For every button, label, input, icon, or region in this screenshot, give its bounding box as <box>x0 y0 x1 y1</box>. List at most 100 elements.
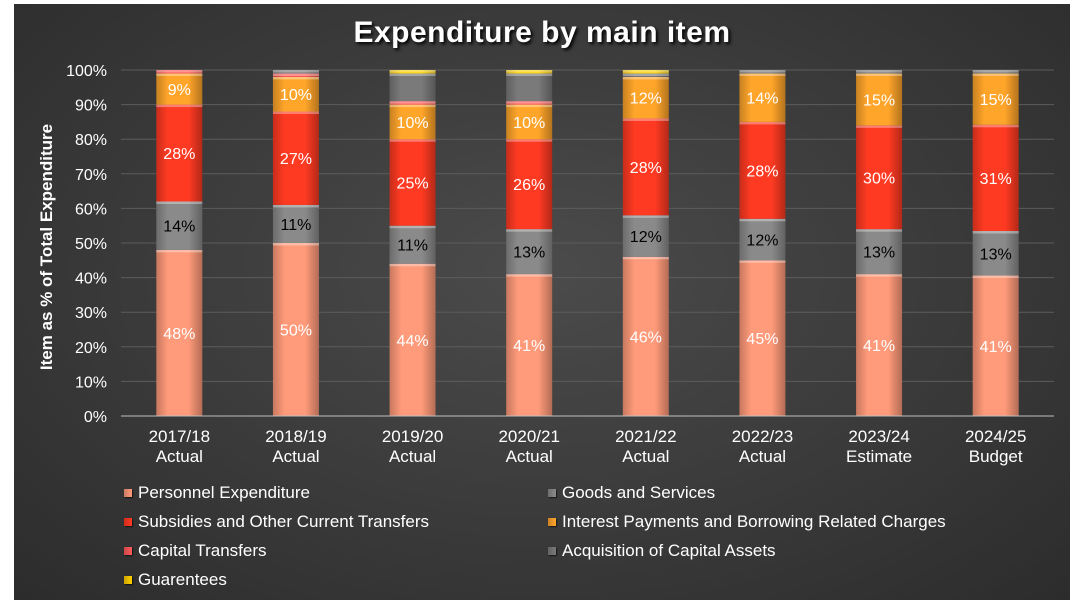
data-label: 12% <box>630 91 662 108</box>
y-tick-label: 20% <box>75 340 107 357</box>
x-tick-label: 2024/25 Budget <box>965 427 1026 466</box>
chart-title: Expenditure by main item <box>353 16 731 49</box>
stacked-bar-chart: 0% 10% 20% 30% 40% 50% 60% 70% 80% 90% 100% 48% 14%… <box>37 63 1054 466</box>
bar-bevel <box>856 125 903 128</box>
bar-segment <box>856 70 903 74</box>
data-label: 14% <box>163 219 195 236</box>
legend-swatch <box>548 518 556 526</box>
legend-item: Personnel Expenditure <box>124 482 310 504</box>
bar-segment <box>972 231 1019 276</box>
data-label: 12% <box>630 229 662 246</box>
bar-bevel <box>156 70 203 73</box>
bar-segment <box>156 70 203 74</box>
data-label: 14% <box>746 91 778 108</box>
bar-bevel <box>972 70 1019 73</box>
bar-segment <box>506 139 553 230</box>
legend-swatch <box>548 489 556 497</box>
bar-bevel <box>972 231 1019 234</box>
bar-segment <box>972 73 1019 125</box>
bar-bevel <box>739 260 786 263</box>
bar-segment <box>272 70 319 74</box>
data-labels: 48% 14% 28% 9% 50% 11% 27% 10% 44% 11% 25% 10% 41% 13… <box>163 82 1011 356</box>
data-label: 15% <box>863 92 895 109</box>
y-tick-label: 10% <box>75 374 107 391</box>
gridlines <box>121 69 1054 417</box>
bar-bevel <box>856 73 903 76</box>
data-label: 9% <box>168 82 191 99</box>
bar-bevel <box>389 101 436 104</box>
bar-segment <box>272 73 319 77</box>
bar-segment <box>156 249 203 416</box>
bar-segment <box>389 104 436 140</box>
data-label: 27% <box>280 151 312 168</box>
bar-bevel <box>622 70 669 73</box>
data-label: 10% <box>513 115 545 132</box>
data-label: 41% <box>980 339 1012 356</box>
data-label: 41% <box>863 338 895 355</box>
bar-bevel <box>739 73 786 76</box>
data-label: 11% <box>281 217 312 234</box>
bar-segment <box>739 73 786 122</box>
bar-bevel <box>272 73 319 76</box>
bar-bevel <box>506 101 553 104</box>
bar-segment <box>389 225 436 264</box>
bar-segment <box>156 104 203 202</box>
bar-bevel <box>389 104 436 108</box>
bar-bevel <box>156 201 203 204</box>
data-label: 28% <box>630 160 662 177</box>
bar-segment <box>272 76 319 112</box>
bar-bevel <box>389 73 436 76</box>
y-tick-label: 100% <box>66 63 107 80</box>
legend-label: Interest Payments and Borrowing Related … <box>562 512 946 531</box>
x-tick-label: 2018/19 Actual <box>265 427 326 466</box>
bar-segment <box>506 274 553 416</box>
legend-item: Guarentees <box>124 569 227 591</box>
chart-panel: Expenditure by main item 0% 10% 20% 30% 40% 5… <box>14 4 1070 600</box>
bar-bevel <box>506 274 553 277</box>
bar-segment <box>856 229 903 275</box>
bar-bevel <box>622 215 669 218</box>
legend-label: Goods and Services <box>562 483 716 502</box>
bar-segment <box>506 73 553 102</box>
bar-segment <box>389 263 436 416</box>
bar-segment <box>506 101 553 105</box>
legend-label: Personnel Expenditure <box>138 483 311 502</box>
x-tick-label: 2021/22 Actual <box>615 427 676 466</box>
bar-bevel <box>972 275 1019 279</box>
bar-segment <box>622 215 669 257</box>
legend-swatch <box>548 547 556 555</box>
bar-segment <box>622 256 669 416</box>
legend-label: Acquisition of Capital Assets <box>562 541 776 560</box>
bar-segment <box>622 73 669 77</box>
y-tick-label: 60% <box>75 201 107 218</box>
legend-item: Subsidies and Other Current Transfers <box>124 511 429 533</box>
bar-bevel <box>622 118 669 121</box>
x-tick-label: 2020/21 Actual <box>498 427 559 466</box>
legend-label: Subsidies and Other Current Transfers <box>138 512 430 531</box>
bar-bevel <box>739 70 786 73</box>
bar-bevel <box>156 249 203 253</box>
bar-bevel <box>389 70 436 73</box>
bar-bevel <box>622 73 669 76</box>
x-tick-label: 2017/18 Actual <box>149 427 210 466</box>
legend-item: Acquisition of Capital Assets <box>548 540 776 562</box>
data-label: 48% <box>163 326 195 343</box>
y-tick-label: 40% <box>75 271 107 288</box>
data-label: 26% <box>513 177 545 194</box>
bar-bevel <box>856 274 903 277</box>
data-label: 13% <box>863 245 895 262</box>
x-tick-label: 2023/24 Estimate <box>846 427 912 466</box>
bar-bevel <box>156 104 203 108</box>
legend-swatch <box>124 576 132 584</box>
x-tick-label: 2019/20 Actual <box>382 427 443 466</box>
bar-segment <box>389 73 436 102</box>
bar-segment <box>622 70 669 74</box>
legend-swatch <box>124 518 132 526</box>
bar-segment <box>739 260 786 416</box>
bar-segment <box>739 70 786 74</box>
bar-segment <box>739 121 786 219</box>
bar-bevel <box>272 76 319 80</box>
bar-segment <box>739 218 786 261</box>
y-tick-label: 90% <box>75 98 107 115</box>
data-label: 10% <box>397 115 429 132</box>
